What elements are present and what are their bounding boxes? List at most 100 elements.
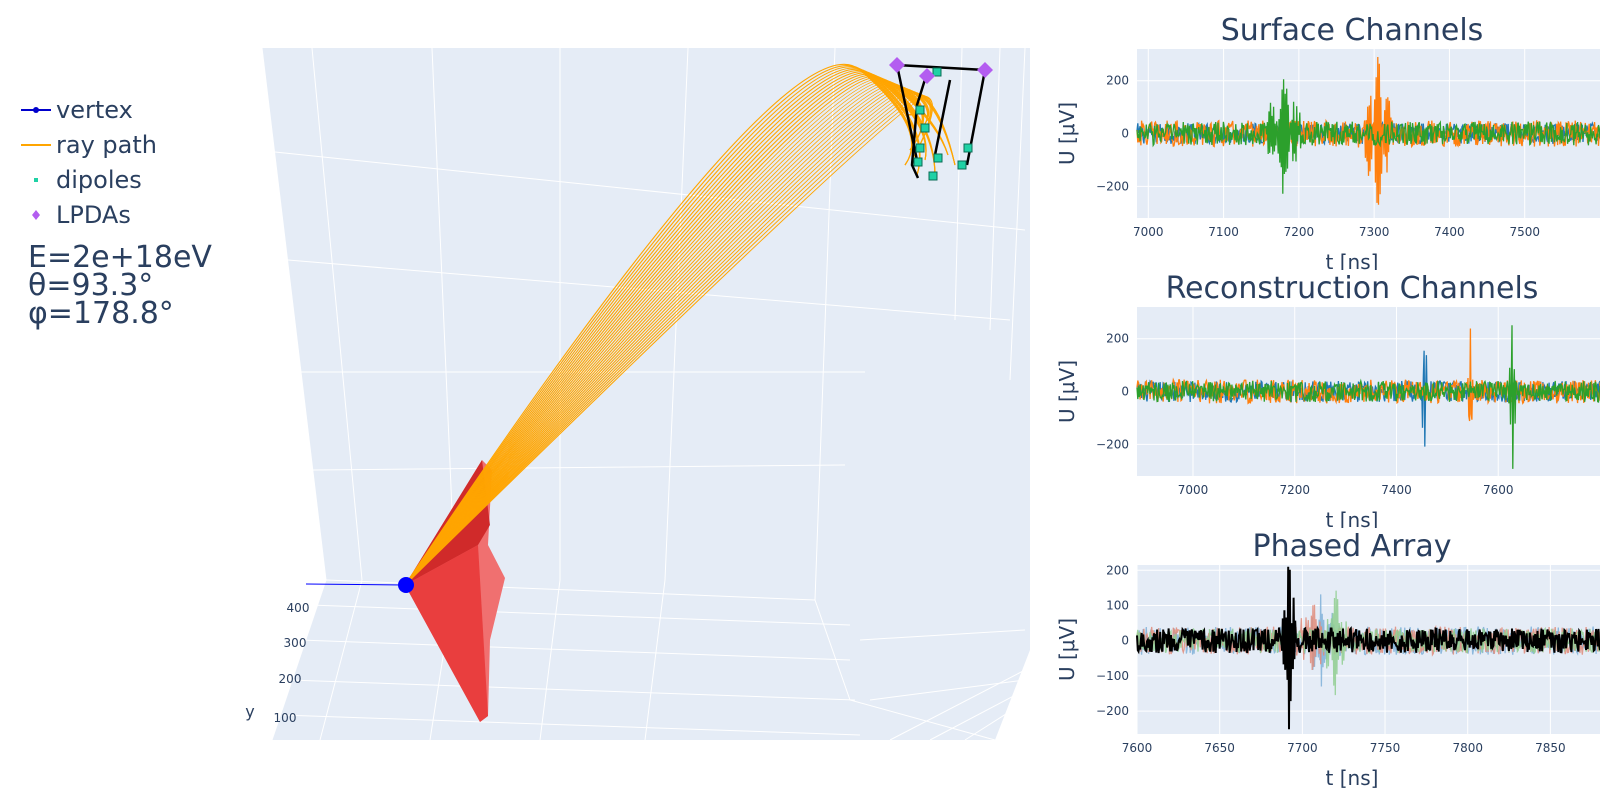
panel-title: Reconstruction Channels bbox=[1166, 271, 1539, 306]
3d-event-scene[interactable]: 400 300 200 100 y bbox=[0, 0, 1030, 800]
legend-item-lpdas[interactable]: LPDAs bbox=[20, 197, 157, 232]
grid-line bbox=[1009, 47, 1026, 381]
trace-series-2 bbox=[1136, 79, 1600, 194]
y-axis-label: U [μV] bbox=[1055, 360, 1079, 423]
legend-item-dipoles[interactable]: dipoles bbox=[20, 162, 157, 197]
ray-path bbox=[404, 63, 913, 586]
y-tick-label: 0 bbox=[1121, 634, 1129, 648]
x-tick-label: 7500 bbox=[1509, 225, 1540, 239]
lpda-marker bbox=[919, 68, 935, 84]
y-tick-label: 100 bbox=[274, 711, 297, 725]
y-axis-label: U [μV] bbox=[1055, 618, 1079, 681]
grid-line bbox=[929, 689, 1026, 741]
grid-line bbox=[889, 669, 1026, 741]
x-tick-label: 7200 bbox=[1284, 225, 1315, 239]
grid-line bbox=[311, 464, 846, 471]
grid-line bbox=[309, 604, 851, 626]
lpda-diamond-icon bbox=[32, 209, 40, 220]
ray-path bbox=[404, 96, 934, 586]
ray-path bbox=[404, 90, 930, 586]
dipole-marker bbox=[913, 157, 923, 167]
dipole-marker bbox=[963, 143, 973, 153]
ray-path bbox=[404, 73, 927, 586]
grid-line bbox=[271, 579, 327, 741]
antenna-string bbox=[895, 64, 920, 166]
x-tick-label: 7300 bbox=[1359, 225, 1390, 239]
y-tick-label: −200 bbox=[1096, 704, 1129, 718]
grid-line bbox=[261, 47, 327, 581]
phased-array-panel: 7600 7650 7700 7750 7800 7850 200 100 0 −100 −200 P… bbox=[1055, 516, 1600, 790]
ray-path bbox=[404, 91, 956, 586]
grid-line bbox=[289, 679, 856, 701]
y-axis-label: U [μV] bbox=[1055, 102, 1079, 165]
x-axis-label: t [ns] bbox=[1326, 508, 1379, 528]
y-tick-label: 200 bbox=[1106, 332, 1129, 346]
y-tick-label: 0 bbox=[1121, 127, 1129, 141]
dipole-marker bbox=[933, 153, 943, 163]
y-tick-label: 200 bbox=[279, 672, 302, 686]
ray-path bbox=[404, 68, 921, 586]
x-tick-label: 7650 bbox=[1204, 741, 1235, 755]
x-tick-label: 7700 bbox=[1287, 741, 1318, 755]
ray-path bbox=[404, 95, 932, 586]
antenna-string bbox=[910, 72, 929, 179]
y-tick-label: 200 bbox=[1106, 563, 1129, 577]
legend-label: LPDAs bbox=[56, 200, 131, 229]
cherenkov-cone-face bbox=[405, 545, 488, 722]
legend-label: dipoles bbox=[56, 165, 142, 194]
phi-text: φ=178.8° bbox=[28, 296, 174, 331]
dipole-marker bbox=[915, 105, 925, 115]
x-tick-label: 7000 bbox=[1178, 483, 1209, 497]
event-info: E=2e+18eV θ=93.3° φ=178.8° bbox=[28, 240, 212, 331]
ray-path bbox=[404, 74, 936, 586]
phased-array-chart[interactable]: 7600 7650 7700 7750 7800 7850 200 100 0 −100 −200 P… bbox=[1055, 516, 1600, 800]
grid-line bbox=[299, 639, 851, 661]
ray-path bbox=[404, 88, 929, 586]
vertex-line-icon bbox=[21, 106, 51, 113]
trace-series-3 bbox=[1136, 566, 1600, 730]
legend-label: ray path bbox=[56, 130, 157, 159]
grid-line bbox=[311, 47, 363, 581]
legend-item-ray-path[interactable]: ray path bbox=[20, 127, 157, 162]
x-tick-label: 7750 bbox=[1370, 741, 1401, 755]
x-axis-label: t [ns] bbox=[1326, 250, 1379, 270]
dipole-marker bbox=[957, 160, 967, 170]
grid-line bbox=[954, 47, 963, 321]
x-tick-label: 7800 bbox=[1452, 741, 1483, 755]
vertex-line bbox=[305, 583, 405, 586]
legend-label: vertex bbox=[56, 95, 133, 124]
lpda-marker bbox=[889, 57, 905, 73]
y-tick-label: 0 bbox=[1121, 385, 1129, 399]
y-tick-label: 400 bbox=[287, 601, 310, 615]
x-tick-label: 7000 bbox=[1133, 225, 1164, 239]
surface-channels-panel: 7000 7100 7200 7300 7400 7500 200 0 −200 Surface … bbox=[1055, 0, 1600, 270]
vertex-marker bbox=[398, 577, 414, 593]
grid-line bbox=[859, 629, 1026, 641]
x-tick-label: 7100 bbox=[1208, 225, 1239, 239]
reconstruction-channels-panel: 7000 7200 7400 7600 200 0 −200 Reconstruction C… bbox=[1055, 258, 1600, 528]
surface-channels-chart[interactable]: 7000 7100 7200 7300 7400 7500 200 0 −200 Surface … bbox=[1055, 0, 1600, 270]
ray-path bbox=[404, 87, 929, 586]
grid-line bbox=[644, 579, 666, 741]
theta-text: θ=93.3° bbox=[28, 268, 154, 303]
trace-series-2 bbox=[1136, 325, 1600, 469]
grid-line bbox=[281, 714, 861, 736]
x-tick-label: 7600 bbox=[1483, 483, 1514, 497]
x-axis-label: t [ns] bbox=[1326, 766, 1379, 790]
grid-line bbox=[431, 47, 456, 581]
dipole-marker bbox=[915, 143, 925, 153]
legend-item-vertex[interactable]: vertex bbox=[20, 92, 157, 127]
antenna-string bbox=[933, 79, 952, 156]
y-tick-label: 200 bbox=[1106, 74, 1129, 88]
ray-path bbox=[404, 92, 956, 586]
ray-path bbox=[404, 65, 913, 586]
x-tick-label: 7400 bbox=[1434, 225, 1465, 239]
grid-line bbox=[287, 259, 1011, 321]
reconstruction-channels-chart[interactable]: 7000 7200 7400 7600 200 0 −200 Reconstruction C… bbox=[1055, 258, 1600, 528]
energy-text: E=2e+18eV bbox=[28, 240, 212, 275]
dipole-marker bbox=[932, 67, 942, 77]
ray-path bbox=[404, 69, 921, 586]
lpda-marker bbox=[977, 62, 993, 78]
grid-line bbox=[964, 699, 1029, 741]
ray-path bbox=[404, 75, 936, 586]
